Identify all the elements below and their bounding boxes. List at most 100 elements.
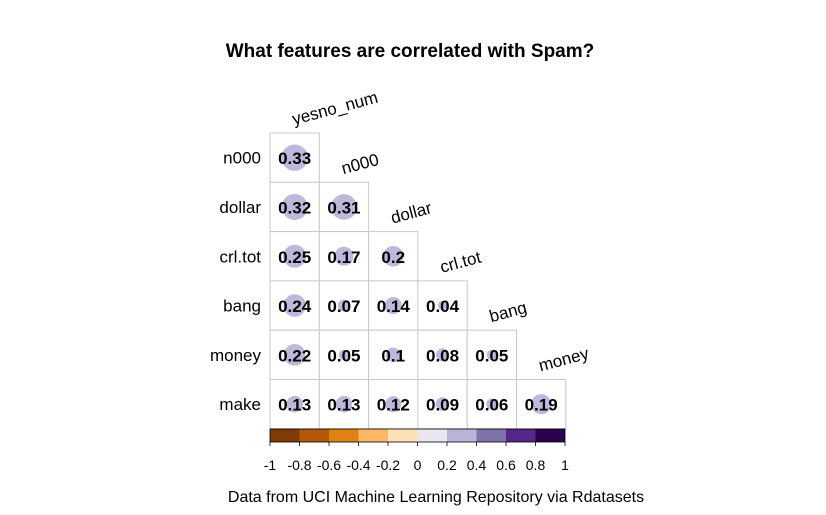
correlation-cell: 0.08	[417, 329, 468, 381]
legend-tick-label: 0.6	[496, 457, 516, 473]
correlation-cell: 0.06	[466, 379, 518, 430]
correlation-cell: 0.33	[269, 132, 320, 183]
chart-caption: Data from UCI Machine Learning Repositor…	[228, 489, 644, 506]
legend-color-bin	[299, 429, 329, 442]
correlation-value-label: 0.06	[475, 396, 508, 415]
row-label: n000	[223, 149, 261, 168]
correlation-circle	[338, 349, 350, 360]
correlation-value-label: 0.09	[426, 396, 459, 415]
legend-color-bin	[358, 429, 388, 442]
correlation-circle	[384, 296, 402, 315]
legend-color-bin	[476, 429, 506, 442]
correlation-value-label: 0.13	[327, 396, 360, 415]
correlation-value-label: 0.13	[278, 396, 311, 415]
correlation-cell: 0.05	[466, 329, 518, 381]
correlation-circle	[334, 246, 354, 266]
legend-tick-label: 0.4	[467, 457, 487, 473]
correlation-circle	[281, 193, 308, 220]
correlation-value-label: 0.33	[278, 149, 311, 168]
column-label: dollar	[389, 198, 434, 227]
correlation-value-label: 0.17	[327, 248, 360, 267]
correlation-circle	[385, 396, 402, 413]
legend-color-bin	[270, 429, 300, 442]
legend-color-bin	[535, 429, 565, 442]
correlation-value-label: 0.1	[381, 346, 405, 365]
row-label: make	[219, 395, 261, 414]
correlation-value-label: 0.2	[381, 248, 405, 267]
correlation-cell: 0.13	[318, 379, 370, 430]
correlation-circle	[283, 294, 306, 317]
row-label: bang	[223, 297, 261, 316]
correlation-value-label: 0.05	[475, 346, 508, 365]
correlation-value-label: 0.04	[426, 297, 460, 316]
color-legend: -1 -0.8 -0.6 -0.4 -0.2 0 0.2 0.4 0.6 0.8 1	[264, 428, 569, 473]
legend-color-bin	[329, 429, 359, 442]
legend-color-bin	[506, 429, 536, 442]
correlation-circle	[382, 245, 404, 267]
correlation-cell: 0.04	[417, 280, 468, 331]
correlation-cell: 0.2	[368, 231, 419, 282]
correlation-circle	[283, 244, 307, 268]
correlation-circle	[486, 349, 497, 360]
correlation-circle	[331, 194, 357, 220]
legend-tick-label: -1	[264, 457, 277, 473]
correlation-value-label: 0.31	[327, 198, 360, 217]
column-label: bang	[487, 298, 528, 326]
correlation-cell: 0.31	[318, 181, 370, 233]
legend-tick-label: 1	[561, 457, 569, 473]
correlation-cell: 0.22	[269, 329, 320, 381]
correlation-value-label: 0.19	[525, 396, 558, 415]
correlation-circle	[283, 344, 306, 366]
correlation-value-label: 0.05	[327, 346, 360, 365]
row-label: dollar	[219, 198, 261, 217]
correlation-value-label: 0.08	[426, 346, 459, 365]
correlation-cell: 0.13	[269, 379, 320, 430]
legend-tick-label: 0.2	[437, 457, 457, 473]
chart-title: What features are correlated with Spam?	[226, 41, 595, 62]
correlation-value-label: 0.22	[278, 346, 311, 365]
correlation-value-label: 0.24	[278, 297, 312, 316]
legend-color-bin	[388, 429, 418, 442]
correlation-cell: 0.07	[318, 280, 370, 331]
cell-border	[466, 329, 518, 381]
correlation-cell: 0.05	[318, 329, 370, 381]
correlation-circle	[286, 395, 303, 413]
legend-tick-label: -0.6	[317, 457, 341, 473]
correlation-circle	[385, 347, 401, 363]
legend-tick-label: -0.2	[376, 457, 400, 473]
correlation-cell: 0.1	[368, 329, 419, 381]
correlation-value-label: 0.12	[377, 396, 410, 415]
correlation-cell: 0.17	[318, 231, 370, 282]
legend-color-bin	[447, 429, 477, 442]
correlation-circle	[435, 397, 450, 412]
column-label: yesno_num	[290, 88, 380, 129]
legend-color-bin	[417, 429, 447, 442]
correlation-value-label: 0.32	[278, 198, 311, 217]
legend-tick-label: 0.8	[526, 457, 546, 473]
correlation-cell: 0.12	[368, 379, 419, 430]
column-label: crl.tot	[438, 248, 483, 277]
correlation-cell: 0.32	[269, 181, 320, 233]
correlation-cell: 0.24	[269, 280, 320, 331]
correlation-value-label: 0.25	[278, 248, 311, 267]
correlation-cell: 0.09	[417, 379, 468, 430]
row-label: crl.tot	[219, 247, 261, 266]
correlation-circle	[531, 394, 552, 415]
correlation-cell: 0.14	[368, 280, 419, 331]
correlation-circle	[335, 395, 353, 413]
correlation-circle	[337, 299, 351, 312]
correlation-cells: 0.33 0.32 0.31 0.25 0.17 0.2 0.24 0.07 0.14 0.04 0…	[269, 132, 567, 430]
column-label: n000	[339, 150, 380, 178]
correlation-cell: 0.19	[516, 379, 567, 430]
correlation-cell: 0.25	[269, 231, 320, 282]
correlation-circle	[281, 144, 308, 171]
correlation-circle	[486, 398, 498, 410]
correlation-value-label: 0.07	[327, 297, 360, 316]
correlation-circle	[436, 348, 450, 362]
legend-tick-label: 0	[414, 457, 422, 473]
correlation-circle	[437, 300, 448, 311]
legend-tick-label: -0.4	[346, 457, 370, 473]
row-labels: n000 dollar crl.tot bang money make	[210, 149, 262, 415]
